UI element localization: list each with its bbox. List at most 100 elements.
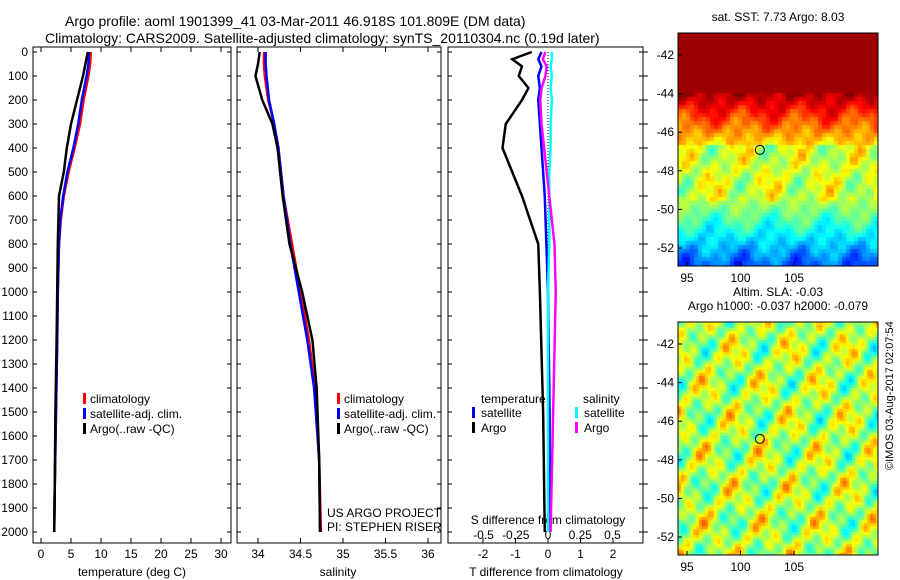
legend-label: satellite [481, 406, 522, 420]
legend-label: Argo [584, 421, 610, 435]
map-title: sat. SST: 7.73 Argo: 8.03 [712, 10, 845, 24]
profile-location-marker [754, 144, 765, 155]
legend-label: climatology [344, 392, 404, 406]
legend-swatch [337, 408, 340, 419]
panel-frame-2 [447, 46, 644, 544]
map-title: Altim. SLA: -0.03 [733, 285, 823, 299]
s-tick-label: 0 [545, 528, 552, 542]
legend-swatch [472, 407, 475, 418]
annotation: US ARGO PROJECT [327, 506, 442, 520]
x-tick-label: 10 [94, 547, 108, 561]
lon-tick-label: 95 [680, 560, 694, 574]
lat-tick-label: -42 [657, 48, 675, 62]
map-frame [677, 32, 879, 267]
x-tick-label: 1 [577, 547, 584, 561]
legend-swatch [337, 423, 340, 434]
lon-tick-label: 105 [784, 271, 804, 285]
lat-tick-label: -50 [657, 491, 675, 505]
legend-label: satellite-adj. clim. [344, 407, 436, 421]
s-tick-label: -0.5 [473, 528, 494, 542]
depth-tick-label: 2000 [1, 525, 28, 539]
legend-label: Argo [481, 421, 507, 435]
depth-tick-label: 1800 [1, 477, 28, 491]
legend-swatch [337, 393, 340, 404]
lat-tick-label: -48 [657, 164, 675, 178]
sla-map [678, 322, 878, 555]
x-tick-label: 34.5 [289, 547, 313, 561]
x-tick-label: -2 [478, 547, 489, 561]
depth-tick-label: 500 [8, 165, 28, 179]
panel-frame-0 [32, 46, 232, 544]
x-tick-label: 35 [336, 547, 350, 561]
legend-title: salinity [583, 392, 620, 406]
s-tick-label: 0.25 [569, 528, 593, 542]
x-axis-label: T difference from climatology [469, 565, 623, 579]
legend-label: climatology [90, 392, 150, 406]
depth-tick-label: 1400 [1, 381, 28, 395]
depth-tick-label: 700 [8, 213, 28, 227]
legend-swatch [83, 393, 86, 404]
depth-tick-label: 400 [8, 141, 28, 155]
x-tick-label: 36 [421, 547, 435, 561]
x-tick-label: -1 [510, 547, 521, 561]
depth-tick-label: 800 [8, 237, 28, 251]
lon-tick-label: 100 [730, 271, 750, 285]
panel-frame-1 [236, 46, 442, 544]
x-tick-label: 30 [214, 547, 228, 561]
x-tick-label: 0 [38, 547, 45, 561]
s-tick-label: -0.25 [502, 528, 530, 542]
legend-swatch [575, 407, 578, 418]
depth-tick-label: 1300 [1, 357, 28, 371]
legend-swatch [83, 408, 86, 419]
map-title: Argo h1000: -0.037 h2000: -0.079 [688, 299, 868, 313]
depth-tick-label: 1600 [1, 429, 28, 443]
x-tick-label: 34 [251, 547, 265, 561]
legend-swatch [472, 422, 475, 433]
x-tick-label: 5 [68, 547, 75, 561]
lat-tick-label: -44 [657, 87, 675, 101]
credit-text: ©IMOS 03-Aug-2017 02:07:54 [884, 321, 896, 470]
lon-tick-label: 105 [784, 560, 804, 574]
lat-tick-label: -44 [657, 376, 675, 390]
lon-tick-label: 100 [730, 560, 750, 574]
lat-tick-label: -46 [657, 125, 675, 139]
depth-tick-label: 1100 [2, 309, 28, 323]
depth-tick-label: 300 [8, 117, 28, 131]
lat-tick-label: -42 [657, 337, 675, 351]
x-tick-label: 20 [154, 547, 168, 561]
lat-tick-label: -48 [657, 453, 675, 467]
depth-tick-label: 900 [8, 261, 28, 275]
annotation: PI: STEPHEN RISER [327, 520, 442, 534]
legend-label: Argo(..raw -QC) [344, 422, 429, 436]
legend-label: Argo(..raw -QC) [90, 422, 175, 436]
map-frame [677, 321, 879, 556]
depth-tick-label: 1700 [1, 453, 28, 467]
sst-map [678, 33, 878, 266]
x-tick-label: 2 [610, 547, 617, 561]
series-Argo-raw-QC- [254, 51, 322, 533]
series-temperature-Argo [501, 50, 546, 533]
x-axis-label: temperature (deg C) [78, 565, 186, 579]
depth-tick-label: 600 [8, 189, 28, 203]
x-tick-label: 35.5 [374, 547, 398, 561]
depth-tick-label: 0 [21, 45, 28, 59]
x-tick-label: 15 [124, 547, 138, 561]
x-tick-label: 0 [545, 547, 552, 561]
x-axis-label: salinity [320, 565, 357, 579]
legend-label: satellite [584, 406, 625, 420]
title-line-2: Climatology: CARS2009. Satellite-adjuste… [45, 30, 600, 46]
series-salinity-satellite [546, 52, 554, 532]
x-tick-label: 25 [184, 547, 198, 561]
depth-tick-label: 100 [8, 69, 28, 83]
lon-tick-label: 95 [680, 271, 694, 285]
lat-tick-label: -52 [657, 241, 675, 255]
lat-tick-label: -46 [657, 414, 675, 428]
legend-swatch [575, 422, 578, 433]
depth-tick-label: 1900 [1, 501, 28, 515]
s-tick-label: 0.5 [604, 528, 621, 542]
series-salinity-Argo [539, 51, 557, 533]
legend-label: satellite-adj. clim. [90, 407, 182, 421]
legend-swatch [83, 423, 86, 434]
series-Argo-raw-QC- [52, 51, 90, 533]
